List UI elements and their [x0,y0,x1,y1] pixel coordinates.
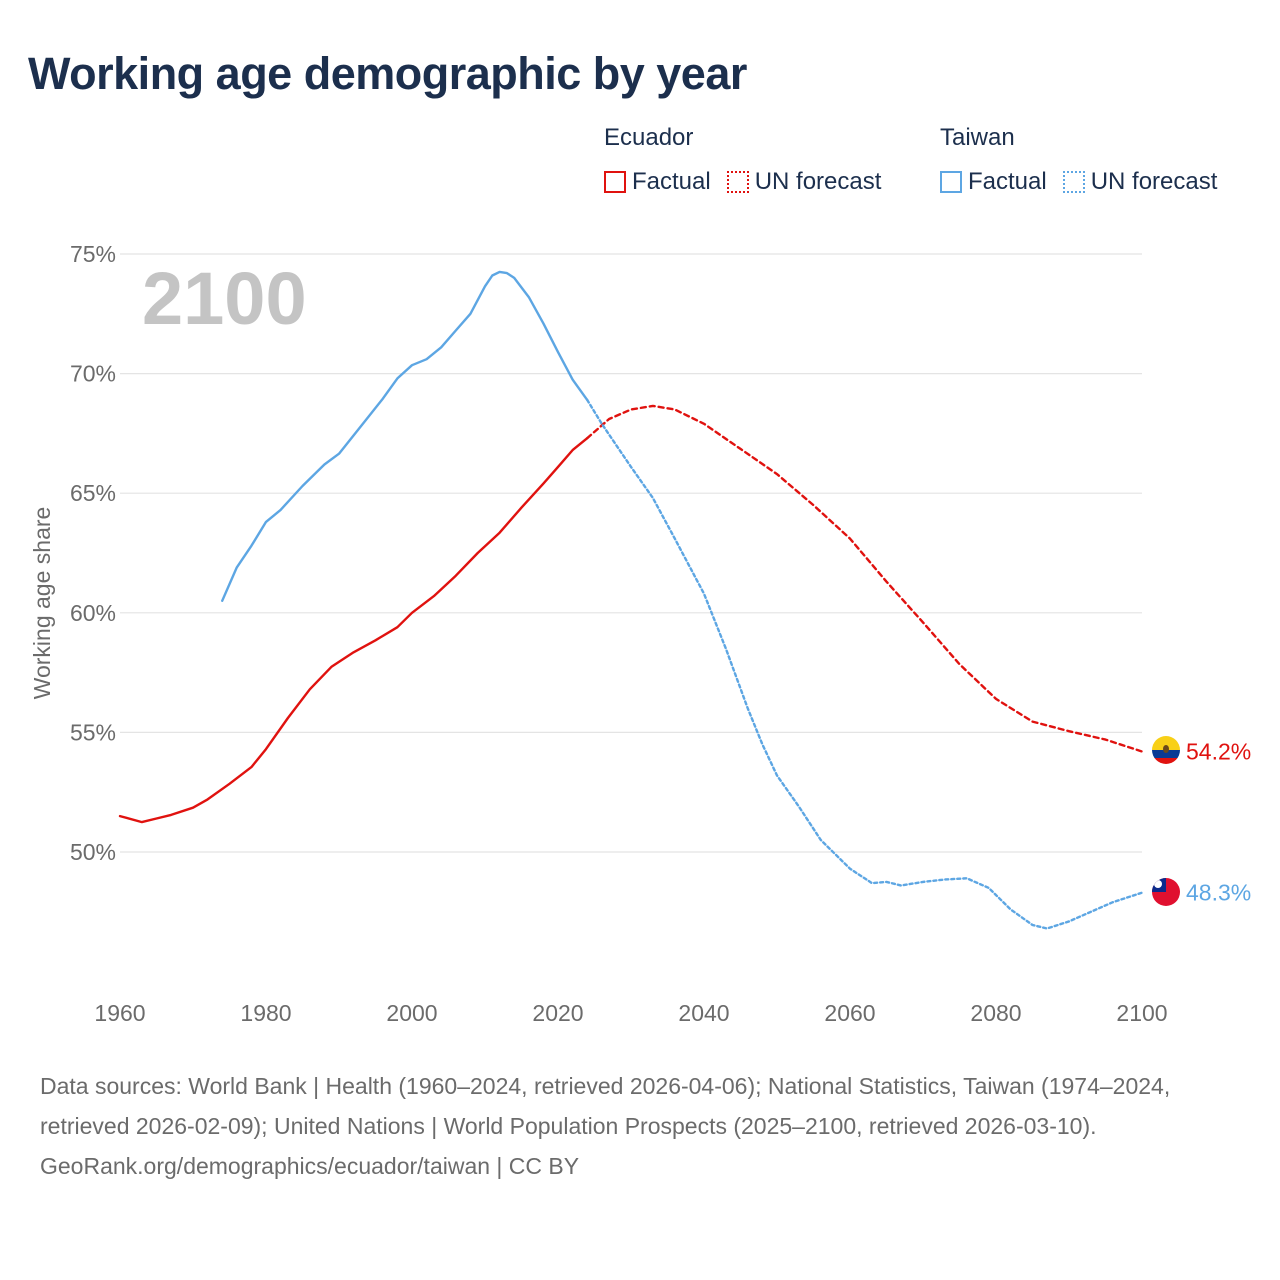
x-tick-label: 2100 [1116,1000,1167,1026]
taiwan-flag-icon [1152,878,1180,906]
country-flags [1152,736,1180,906]
legend-country-ecuador: Ecuador [604,124,694,151]
legend-swatch-solid [604,171,626,193]
end-value-label: 54.2% [1186,739,1251,765]
legend-label: Factual [632,168,711,195]
y-tick-label: 50% [70,839,116,865]
legend-swatch-dotted [726,171,749,193]
x-tick-label: 2040 [678,1000,729,1026]
series-line-ecuador-factual[interactable] [118,437,589,824]
legend-item-taiwan-forecast[interactable]: UN forecast [1062,168,1218,196]
data-sources-note: Data sources: World Bank | Health (1960–… [40,1073,1171,1139]
legend-label: UN forecast [754,168,882,195]
chart-title: Working age demographic by year [28,48,747,99]
line-chart: 2100 Working age share 50% 55% 60% 65% 70% 75… [29,241,1251,1026]
ecuador-flag-icon [1152,736,1180,764]
legend-label: UN forecast [1090,168,1218,195]
x-tick-label: 1980 [240,1000,291,1026]
x-tick-label: 2060 [824,1000,875,1026]
legend-item-ecuador-forecast[interactable]: UN forecast [726,168,882,196]
x-tick-label: 2000 [386,1000,437,1026]
footer: Data sources: World Bank | Health (1960–… [40,1066,1250,1186]
y-axis-title: Working age share [29,507,55,700]
series-line-ecuador-forecast[interactable] [586,404,1144,753]
series-line-taiwan-factual[interactable] [220,270,589,602]
y-tick-label: 70% [70,361,116,387]
y-tick-label: 75% [70,241,116,267]
legend-item-taiwan-factual[interactable]: Factual [940,168,1047,196]
legend-label: Factual [968,168,1047,195]
year-watermark: 2100 [142,257,307,340]
y-tick-label: 65% [70,480,116,506]
legend-group-ecuador: Ecuador Factual UN forecast [604,124,897,196]
legend-swatch-solid [940,171,962,193]
source-credit-link[interactable]: GeoRank.org/demographics/ecuador/taiwan … [40,1153,580,1179]
y-tick-label: 60% [70,600,116,626]
legend-country-taiwan: Taiwan [940,124,1015,151]
legend-item-ecuador-factual[interactable]: Factual [604,168,711,196]
y-tick-label: 55% [70,719,116,745]
legend-group-taiwan: Taiwan Factual UN forecast [940,124,1233,196]
end-value-label: 48.3% [1186,880,1251,906]
legend-swatch-dotted [1062,171,1085,193]
series-line-taiwan-forecast[interactable] [586,398,1144,930]
x-tick-label: 2020 [532,1000,583,1026]
x-tick-label: 2080 [970,1000,1021,1026]
x-tick-label: 1960 [94,1000,145,1026]
